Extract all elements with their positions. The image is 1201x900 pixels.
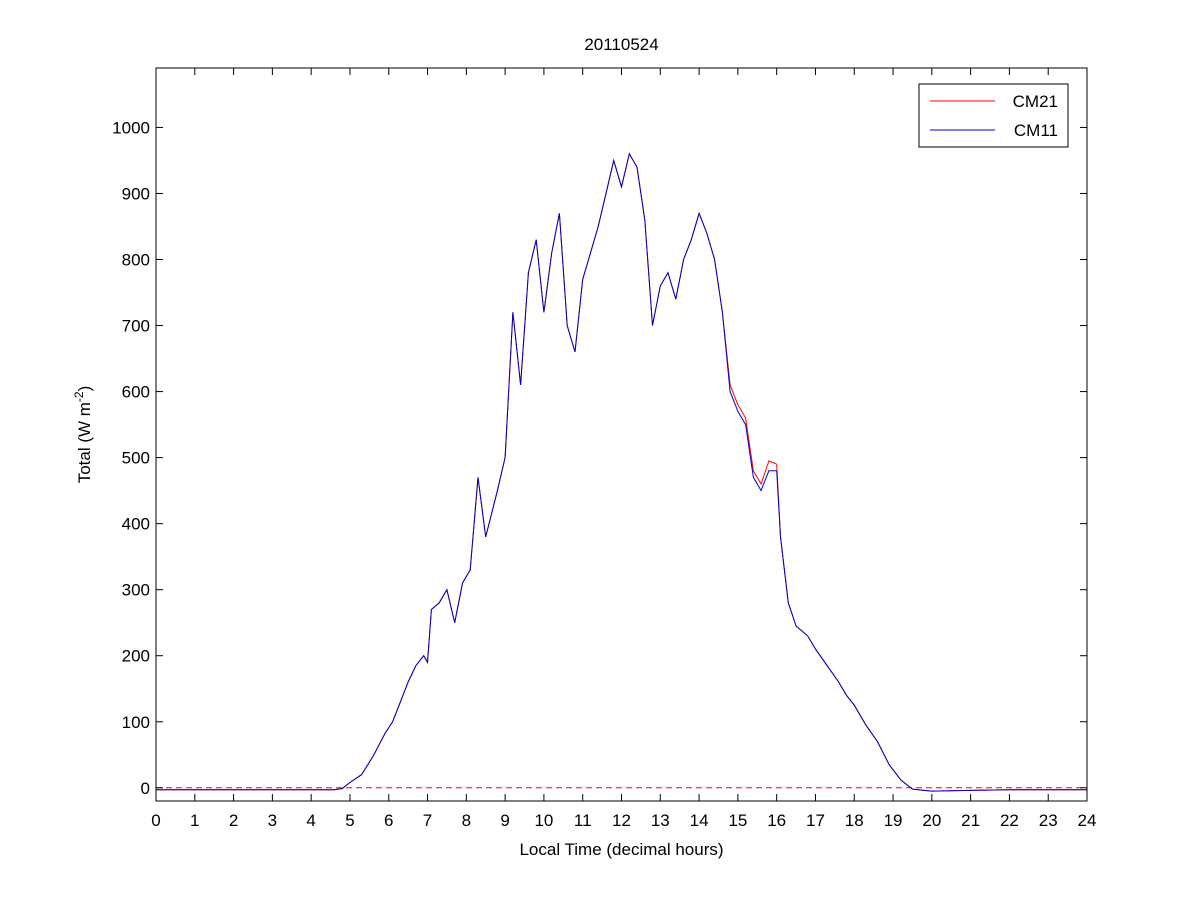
x-tick-label: 7 (423, 811, 432, 830)
x-tick-label: 13 (651, 811, 670, 830)
x-tick-label: 0 (151, 811, 160, 830)
y-tick-label: 1000 (112, 118, 150, 137)
x-tick-label: 16 (767, 811, 786, 830)
x-tick-label: 12 (612, 811, 631, 830)
legend-label-cm21: CM21 (1013, 92, 1058, 111)
y-tick-label: 300 (122, 581, 150, 600)
legend-box (918, 83, 1069, 148)
x-tick-label: 3 (268, 811, 277, 830)
y-tick-label: 200 (122, 647, 150, 666)
x-axis: 0 1 2 3 4 5 6 7 8 9 10 11 12 13 14 15 16 17 18 19 20 21 22 23 24 (151, 68, 1096, 830)
x-tick-label: 19 (884, 811, 903, 830)
y-tick-label: 900 (122, 184, 150, 203)
x-tick-label: 23 (1039, 811, 1058, 830)
x-tick-label: 15 (728, 811, 747, 830)
x-tick-label: 17 (806, 811, 825, 830)
x-tick-label: 6 (384, 811, 393, 830)
x-tick-label: 2 (229, 811, 238, 830)
x-tick-label: 9 (500, 811, 509, 830)
x-tick-label: 14 (690, 811, 709, 830)
x-tick-label: 4 (306, 811, 315, 830)
y-tick-label: 800 (122, 251, 150, 270)
x-tick-label: 5 (345, 811, 354, 830)
legend: CM21 CM11 (918, 83, 1069, 148)
y-axis-label-main: Total (W m (75, 402, 94, 483)
x-tick-label: 10 (534, 811, 553, 830)
y-axis-label-superscript: -2 (72, 391, 86, 402)
chart-title: 20110524 (584, 35, 658, 54)
plot-area (155, 67, 1088, 802)
y-tick-label: 600 (122, 383, 150, 402)
x-tick-label: 18 (845, 811, 864, 830)
x-tick-label: 21 (961, 811, 980, 830)
plot-background (156, 68, 1087, 801)
x-tick-label: 11 (574, 811, 592, 830)
legend-label-cm11: CM11 (1014, 121, 1058, 140)
y-axis-label: Total (W m-2) (72, 386, 94, 484)
x-tick-label: 20 (922, 811, 941, 830)
y-tick-label: 400 (122, 515, 150, 534)
x-axis-label: Local Time (decimal hours) (519, 840, 723, 859)
x-tick-label: 24 (1078, 811, 1097, 830)
y-tick-label: 700 (122, 317, 150, 336)
x-tick-label: 22 (1000, 811, 1019, 830)
x-tick-label: 1 (190, 811, 199, 830)
series-layer (156, 152, 1087, 792)
y-axis: 0 100 200 300 400 500 600 700 800 900 1000 (112, 118, 1087, 798)
x-tick-label: 8 (462, 811, 471, 830)
series-line-cm11 (156, 152, 1087, 792)
y-tick-label: 0 (141, 779, 150, 798)
y-axis-label-tail: ) (75, 386, 94, 392)
y-tick-label: 500 (122, 449, 150, 468)
y-tick-label: 100 (122, 713, 150, 732)
